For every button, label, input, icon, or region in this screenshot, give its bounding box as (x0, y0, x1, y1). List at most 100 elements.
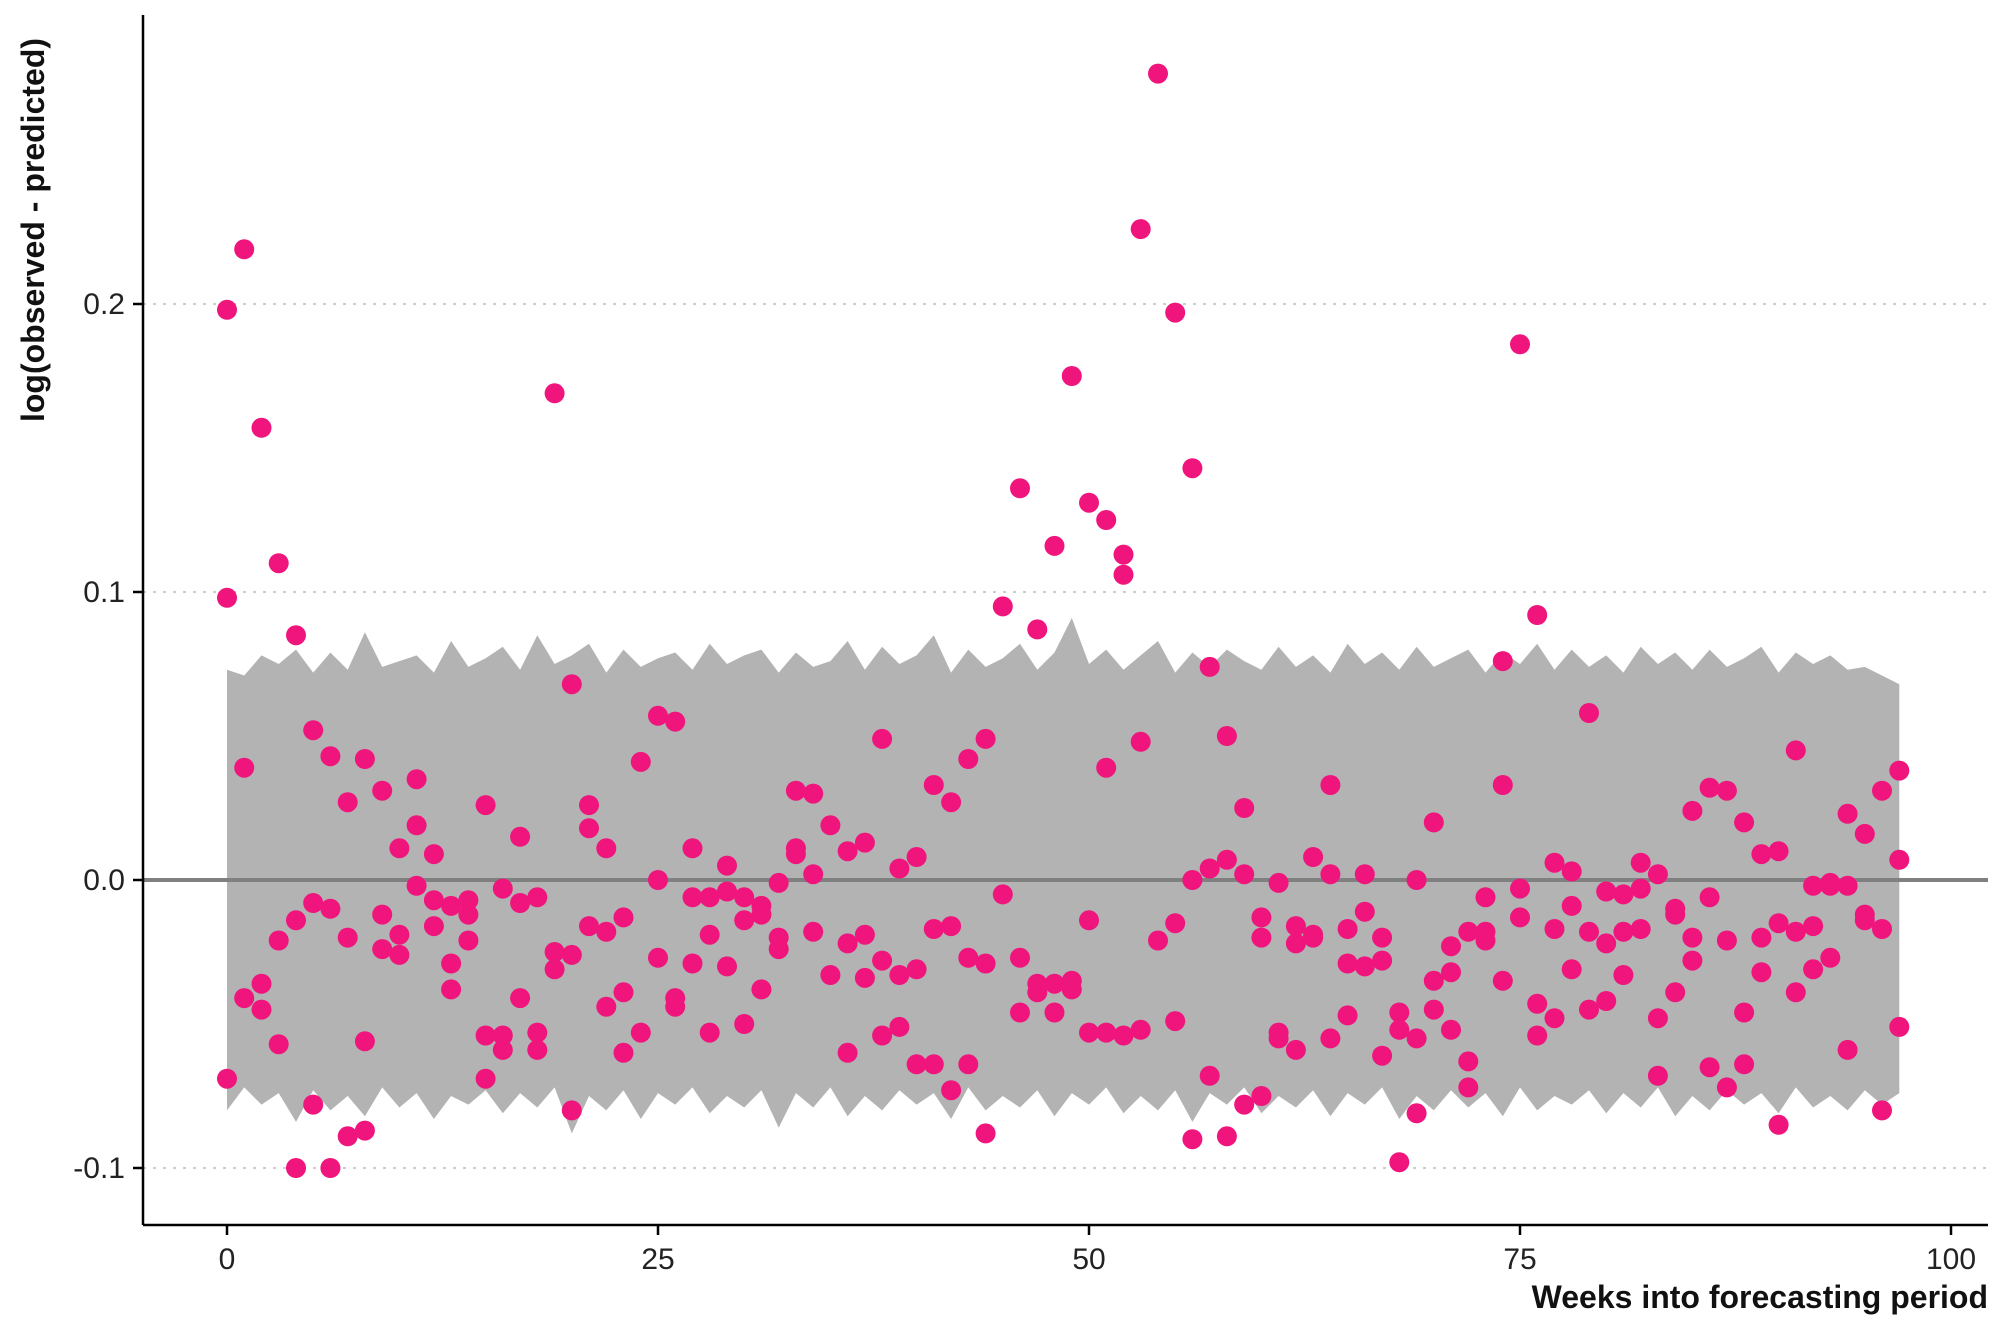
data-point (1130, 219, 1151, 240)
data-point (372, 904, 393, 925)
data-point (682, 838, 703, 859)
data-point (1372, 1045, 1393, 1066)
data-point (579, 916, 599, 937)
data-point (1199, 1065, 1220, 1086)
data-point (561, 944, 582, 965)
data-point (734, 1014, 755, 1034)
data-point (234, 239, 255, 260)
data-point (251, 973, 272, 994)
data-point (423, 916, 444, 937)
data-point (1699, 887, 1720, 908)
axes (141, 15, 1988, 1227)
data-point (648, 947, 668, 968)
data-point (234, 988, 255, 1009)
data-point (1130, 1019, 1151, 1040)
data-point (1354, 956, 1375, 977)
data-point (1682, 950, 1703, 971)
data-point (1647, 1008, 1668, 1029)
data-point (1613, 884, 1634, 905)
data-point (1027, 982, 1048, 1003)
data-point (1096, 510, 1117, 530)
data-point (441, 895, 462, 916)
prediction-interval-band (227, 617, 1900, 1134)
data-point (1458, 1077, 1479, 1098)
data-point (1044, 535, 1065, 556)
data-point (1148, 63, 1168, 84)
data-point (1423, 970, 1444, 991)
data-point (475, 1068, 496, 1089)
data-point (544, 942, 565, 962)
data-point (510, 988, 531, 1009)
data-point (1130, 731, 1151, 752)
data-point (1527, 993, 1548, 1014)
data-point (1751, 962, 1772, 983)
axis-ticks: 0 25 50 75 100 -0.1 0.0 0.1 0.2 (73, 288, 1976, 1276)
data-point (458, 930, 479, 951)
data-point (854, 832, 875, 853)
data-point (1423, 999, 1444, 1020)
data-point (837, 933, 858, 954)
data-point (1785, 740, 1806, 761)
data-point (1406, 1103, 1427, 1124)
data-point (354, 749, 375, 769)
data-point (975, 1123, 996, 1144)
data-point (1061, 366, 1082, 386)
data-point (941, 1080, 962, 1101)
data-point (1251, 907, 1272, 928)
data-point (1820, 875, 1841, 896)
data-point (286, 625, 306, 646)
data-point (1182, 1129, 1203, 1150)
data-point (1579, 999, 1599, 1020)
data-point (665, 711, 686, 732)
data-point (1337, 1005, 1358, 1026)
data-point (320, 1158, 341, 1178)
data-point (648, 705, 668, 726)
data-point (268, 553, 289, 574)
data-point (596, 996, 617, 1017)
data-point (596, 838, 617, 859)
y-tick-label: 0.1 (83, 576, 125, 609)
data-point (992, 884, 1013, 905)
data-point (699, 924, 720, 945)
data-point (1527, 1025, 1548, 1046)
data-point (441, 953, 462, 974)
data-point (1785, 982, 1806, 1003)
data-point (1647, 1065, 1668, 1086)
data-point (1113, 544, 1134, 565)
data-point (803, 864, 824, 885)
data-point (1596, 933, 1617, 954)
data-point (406, 875, 427, 896)
data-point (630, 1022, 651, 1043)
data-point (992, 596, 1013, 617)
data-point (1854, 910, 1875, 931)
data-point (423, 844, 444, 865)
data-point (1182, 458, 1203, 479)
data-point (1803, 916, 1824, 937)
data-point (354, 1031, 375, 1052)
x-tick-label: 50 (1072, 1243, 1105, 1276)
data-point (768, 939, 789, 960)
data-point (630, 751, 651, 772)
data-point (1682, 800, 1703, 821)
data-point (1579, 921, 1599, 942)
data-point (1199, 858, 1220, 879)
data-point (268, 1034, 289, 1055)
data-point (1199, 656, 1220, 677)
data-point (1527, 605, 1548, 625)
data-point (337, 792, 358, 813)
data-point (1492, 775, 1513, 795)
data-point (544, 959, 565, 980)
data-point (1079, 910, 1099, 931)
data-point (1734, 1054, 1755, 1075)
data-point (1647, 864, 1668, 885)
data-point (1768, 1114, 1789, 1135)
data-point (337, 1126, 358, 1147)
data-point (1768, 913, 1789, 934)
data-point (1320, 1028, 1341, 1049)
data-point (1372, 927, 1393, 948)
data-point (613, 907, 634, 928)
data-point (1510, 907, 1530, 928)
data-point (1406, 1028, 1427, 1049)
x-tick-label: 0 (219, 1243, 236, 1276)
